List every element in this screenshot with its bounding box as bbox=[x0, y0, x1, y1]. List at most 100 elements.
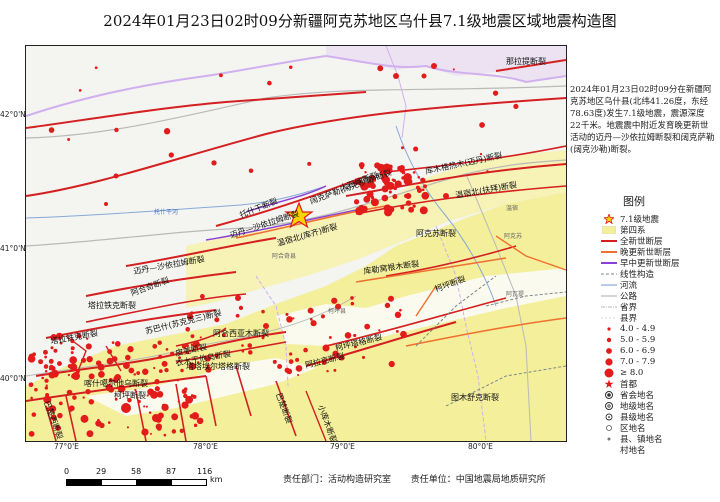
event-dot bbox=[114, 127, 119, 133]
event-dot bbox=[68, 405, 75, 412]
event-dot bbox=[399, 308, 402, 312]
event-dot bbox=[408, 206, 415, 213]
event-dot bbox=[157, 340, 162, 345]
event-dot bbox=[388, 360, 395, 368]
place-label-wensu: 温宿 bbox=[506, 204, 518, 212]
fault-label-nalati: 那拉提断裂 bbox=[506, 56, 546, 66]
event-dot bbox=[155, 423, 162, 430]
lon-tick-80: 80°0'E bbox=[468, 442, 493, 451]
event-dot bbox=[164, 367, 169, 373]
event-dot bbox=[363, 195, 371, 203]
event-dot bbox=[277, 364, 283, 369]
scale-tick: 58 bbox=[131, 467, 142, 476]
event-dot bbox=[401, 170, 406, 175]
legend-item-mag-6: 6.0 - 6.9 bbox=[598, 345, 716, 356]
event-dot bbox=[332, 350, 339, 357]
event-dot bbox=[86, 355, 93, 363]
event-dot bbox=[94, 66, 98, 70]
event-dot bbox=[383, 204, 391, 212]
early-pleistocene-line-icon bbox=[598, 260, 620, 266]
event-dot bbox=[137, 399, 141, 404]
event-dot bbox=[322, 344, 330, 352]
event-dot bbox=[350, 296, 354, 300]
event-dot bbox=[148, 411, 152, 414]
map-canvas: 那拉提断裂 库木格热木(迈丹)断裂 温宿北(扶拜)断裂 阔克萨勒(阔克沙勒)断裂… bbox=[26, 46, 566, 441]
district-icon bbox=[598, 423, 620, 433]
event-dot bbox=[248, 168, 254, 173]
map-frame[interactable]: 那拉提断裂 库木格热木(迈丹)断裂 温宿北(扶拜)断裂 阔克萨勒(阔克沙勒)断裂… bbox=[25, 45, 567, 442]
event-dot bbox=[53, 348, 58, 353]
scale-tick: 0 bbox=[64, 467, 70, 476]
event-dot bbox=[417, 175, 421, 179]
event-dot bbox=[104, 202, 108, 206]
event-dot bbox=[204, 355, 212, 362]
scale-segment bbox=[101, 479, 137, 486]
event-dot bbox=[43, 395, 52, 404]
fault-label-talatieke: 塔拉铁克断裂 bbox=[88, 300, 136, 310]
event-dot bbox=[152, 343, 158, 349]
event-dot bbox=[86, 430, 94, 438]
event-dot bbox=[412, 204, 416, 208]
event-description: 2024年01月23日02时09分在新疆阿克苏地区乌什县(北纬41.26度，东经… bbox=[570, 85, 715, 155]
event-dot bbox=[55, 425, 61, 431]
event-dot bbox=[420, 177, 426, 183]
event-dot bbox=[413, 146, 419, 152]
event-dot bbox=[412, 171, 416, 174]
event-dot bbox=[423, 184, 427, 189]
legend-item-county: 县级地名 bbox=[598, 411, 716, 423]
event-dot bbox=[111, 341, 115, 345]
event-dot bbox=[76, 333, 82, 339]
event-dot bbox=[50, 346, 54, 350]
legend-item-village: 村地名 bbox=[620, 445, 646, 456]
event-dot bbox=[113, 173, 119, 179]
footer-unit: 责任单位：中国地震局地质研究所 bbox=[410, 475, 546, 485]
event-dot bbox=[241, 344, 244, 347]
event-dot bbox=[85, 388, 91, 395]
lon-tick-77: 77°0'E bbox=[54, 442, 79, 451]
event-dot bbox=[400, 146, 404, 150]
legend-item-river: 河流 bbox=[598, 279, 716, 291]
event-dot bbox=[393, 73, 399, 79]
event-dot bbox=[284, 367, 290, 373]
scale-segment bbox=[66, 479, 102, 486]
event-dot bbox=[117, 384, 126, 393]
legend-item-mag-4: 4.0 - 4.9 bbox=[598, 323, 716, 334]
legend-item-mag-5: 5.0 - 5.9 bbox=[598, 334, 716, 345]
late-pleistocene-line-icon bbox=[598, 249, 620, 255]
legend-item-mag-8: ≥ 8.0 bbox=[598, 367, 716, 378]
event-dot bbox=[364, 171, 367, 174]
legend-item-prefecture: 地级地名 bbox=[598, 400, 716, 412]
place-label-keping: 柯坪县 bbox=[328, 307, 346, 315]
event-dot bbox=[248, 350, 253, 355]
event-dot bbox=[419, 206, 428, 215]
event-dot bbox=[49, 405, 57, 413]
event-dot bbox=[59, 341, 63, 345]
event-dot bbox=[107, 349, 113, 355]
event-dot bbox=[134, 388, 137, 392]
event-dot bbox=[321, 360, 327, 365]
prefecture-icon bbox=[598, 401, 620, 411]
legend-item-holocene: 全新世断层 bbox=[598, 235, 716, 247]
event-dot bbox=[114, 397, 118, 401]
event-dot bbox=[178, 356, 182, 360]
event-dot bbox=[328, 335, 332, 339]
event-dot bbox=[121, 403, 131, 413]
scale-tick: 29 bbox=[96, 467, 107, 476]
legend-item-town: 县、镇地名 bbox=[598, 433, 716, 445]
legend-item-mag-7: 7.0 - 7.9 bbox=[598, 356, 716, 367]
event-dot bbox=[188, 362, 197, 371]
event-dot bbox=[67, 137, 71, 141]
event-dot bbox=[54, 370, 59, 374]
event-dot bbox=[153, 366, 156, 370]
event-dot bbox=[307, 307, 314, 314]
event-dot bbox=[179, 428, 184, 433]
event-dot bbox=[70, 351, 74, 355]
legend-item-provincial-capital: 省会地名 bbox=[598, 389, 716, 401]
event-dot bbox=[309, 317, 313, 321]
legend-item-late-pleistocene: 晚更新世断层 bbox=[598, 246, 716, 258]
event-dot bbox=[196, 417, 204, 425]
event-dot bbox=[145, 405, 148, 408]
event-dot bbox=[295, 357, 300, 362]
event-dot bbox=[193, 423, 198, 428]
event-dot bbox=[185, 351, 190, 355]
